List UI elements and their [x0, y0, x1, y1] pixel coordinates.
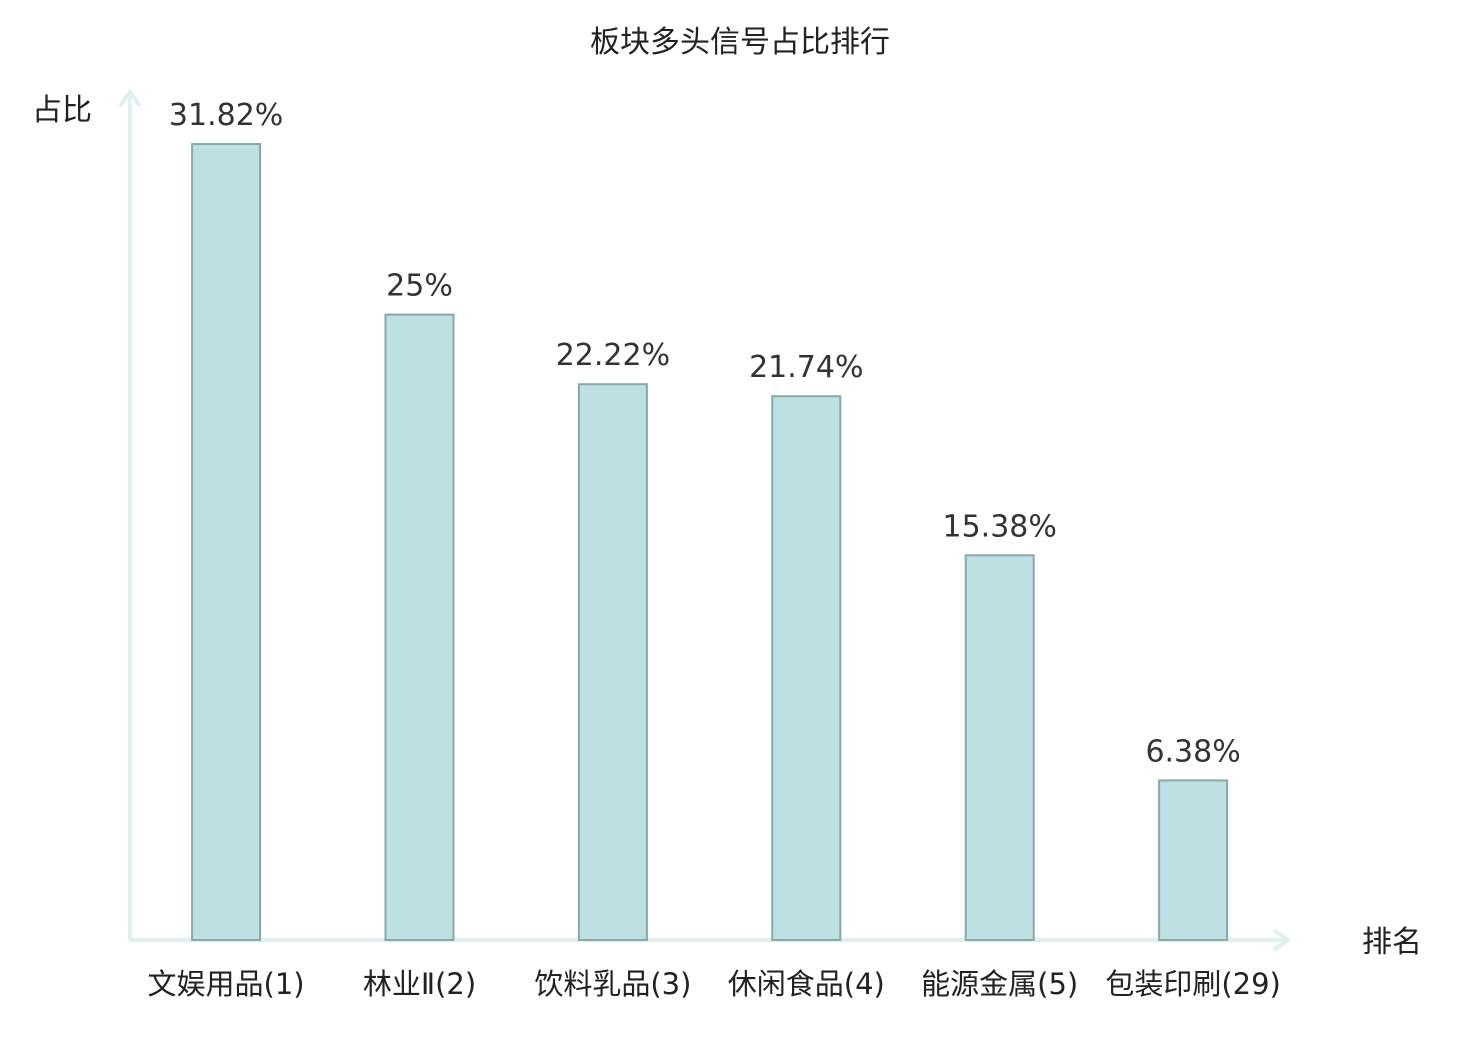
bar-4	[771, 395, 842, 941]
value-label-1: 31.82%	[169, 98, 283, 133]
bars	[191, 143, 1229, 942]
value-label-6: 6.38%	[1145, 734, 1240, 769]
category-label-2: 林业Ⅱ(2)	[363, 967, 476, 1001]
axes	[118, 88, 1292, 952]
value-labels: 31.82% 25% 22.22% 21.74% 15.38% 6.38%	[169, 98, 1241, 769]
chart-title: 板块多头信号占比排行	[590, 25, 890, 60]
bar-1	[191, 143, 262, 941]
y-axis-arrow	[118, 88, 142, 108]
category-label-3: 饮料乳品(3)	[534, 967, 691, 1001]
category-label-1: 文娱用品(1)	[148, 967, 305, 1001]
value-label-2: 25%	[386, 269, 453, 304]
bar-5	[964, 554, 1035, 941]
category-label-6: 包装印刷(29)	[1105, 967, 1281, 1001]
x-axis-arrow	[1272, 928, 1292, 952]
y-axis-label: 占比	[32, 93, 92, 128]
bar-2	[384, 313, 455, 942]
x-axis-label: 排名	[1362, 925, 1422, 960]
category-label-5: 能源金属(5)	[921, 967, 1078, 1001]
value-label-5: 15.38%	[943, 509, 1057, 544]
bar-6	[1158, 779, 1229, 942]
value-label-4: 21.74%	[749, 350, 863, 385]
category-label-4: 休闲食品(4)	[728, 967, 885, 1001]
bar-3	[577, 383, 648, 941]
value-label-3: 22.22%	[556, 338, 670, 373]
category-labels: 文娱用品(1) 林业Ⅱ(2) 饮料乳品(3) 休闲食品(4) 能源金属(5) 包装印刷(2…	[148, 967, 1281, 1001]
